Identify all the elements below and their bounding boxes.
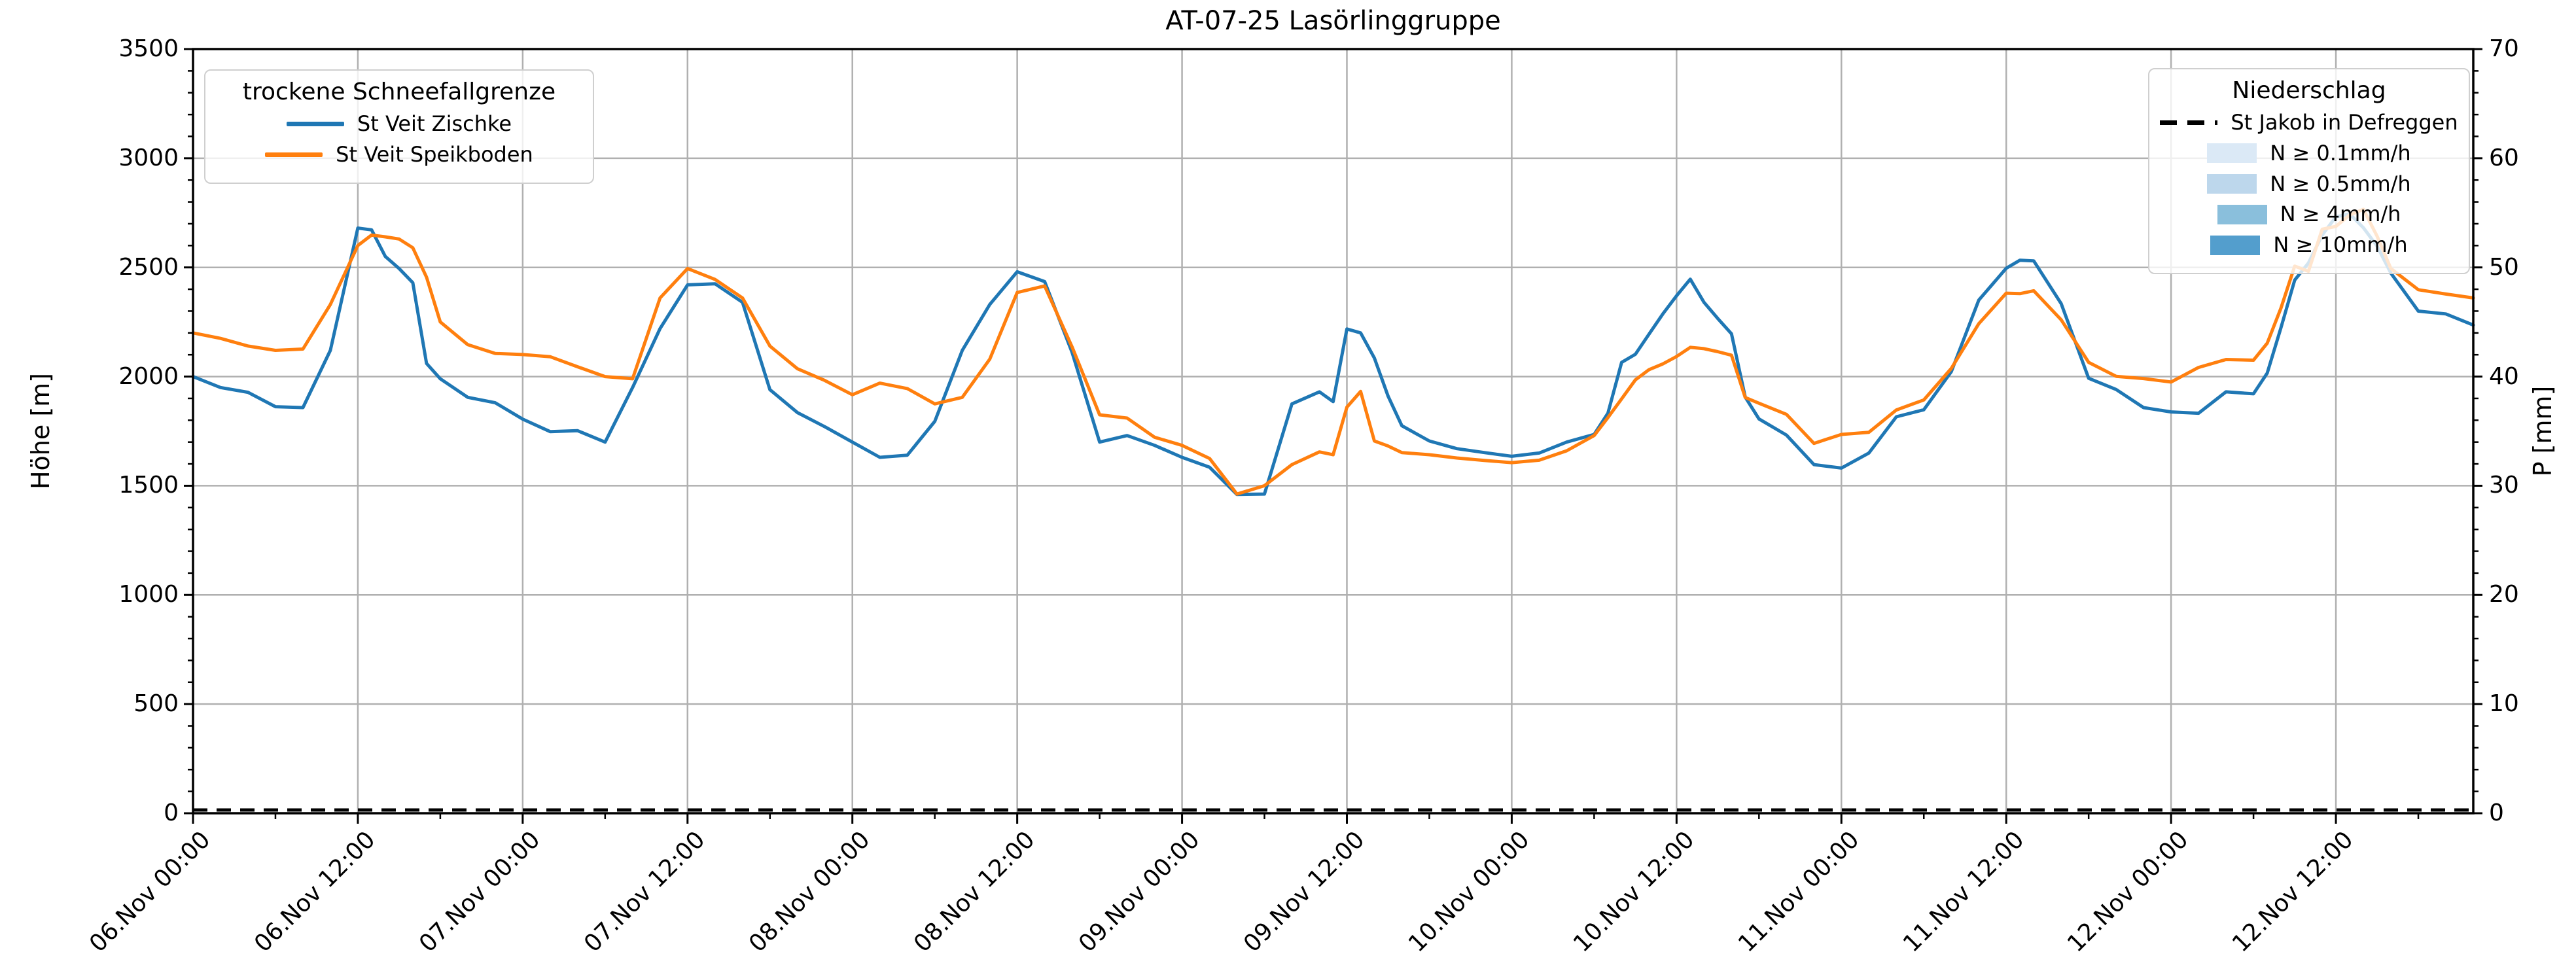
legend-dashed-line-swatch-icon bbox=[2160, 120, 2218, 125]
legend-line-swatch-icon bbox=[265, 152, 323, 157]
y-tick-label-right: 30 bbox=[2489, 472, 2519, 499]
y-tick-label-right: 10 bbox=[2489, 690, 2519, 718]
legend-snowfall-line-item: St Veit Zischke bbox=[217, 112, 581, 136]
legend-precipitation-item-label: N ≥ 10mm/h bbox=[2273, 232, 2408, 258]
y-tick-label-left: 1500 bbox=[118, 472, 179, 499]
legend-snowfall-line: trockene Schneefallgrenze St Veit Zischk… bbox=[204, 69, 594, 184]
y-tick-label-left: 500 bbox=[133, 690, 179, 718]
y-tick-label-right: 20 bbox=[2489, 581, 2519, 608]
legend-precipitation-item: N ≥ 0.5mm/h bbox=[2161, 171, 2457, 196]
y-tick-label-left: 1000 bbox=[118, 581, 179, 608]
legend-snowfall-line-items: St Veit Zischke St Veit Speikboden bbox=[217, 112, 581, 167]
y-tick-label-right: 60 bbox=[2489, 144, 2519, 171]
legend-precipitation-item: St Jakob in Defreggen bbox=[2160, 110, 2458, 135]
legend-precipitation-item: N ≥ 10mm/h bbox=[2161, 233, 2457, 257]
legend-precipitation-items: St Jakob in Defreggen N ≥ 0.1mm/h N ≥ 0.5m… bbox=[2160, 110, 2458, 257]
legend-snowfall-line-title: trockene Schneefallgrenze bbox=[242, 79, 556, 105]
y-tick-label-left: 2500 bbox=[118, 253, 179, 281]
legend-precipitation-title: Niederschlag bbox=[2232, 77, 2386, 104]
legend-snowfall-line-item: St Veit Speikboden bbox=[217, 141, 581, 167]
legend-patch-swatch-icon bbox=[2210, 235, 2261, 255]
plot-spines bbox=[192, 48, 2475, 815]
legend-precipitation-item-label: N ≥ 0.5mm/h bbox=[2270, 171, 2411, 196]
legend-precipitation-item: N ≥ 0.1mm/h bbox=[2161, 141, 2457, 166]
y-tick-label-right: 70 bbox=[2489, 35, 2519, 62]
series-line-st-veit-speikboden bbox=[191, 207, 2475, 496]
y-tick-label-left: 0 bbox=[164, 800, 179, 826]
y-tick-label-left: 2000 bbox=[118, 362, 179, 390]
y-axis-label-left: Höhe [m] bbox=[26, 372, 55, 490]
y-tick-label-right: 50 bbox=[2489, 253, 2519, 281]
legend-precipitation: Niederschlag St Jakob in Defreggen N ≥ 0.… bbox=[2148, 68, 2470, 274]
y-tick-label-right: 0 bbox=[2489, 800, 2504, 826]
y-tick-label-left: 3500 bbox=[118, 35, 179, 62]
legend-line-swatch-icon bbox=[286, 121, 344, 126]
legend-patch-swatch-icon bbox=[2217, 204, 2267, 224]
y-tick-label-left: 3000 bbox=[118, 144, 179, 171]
legend-precipitation-item-label: N ≥ 0.1mm/h bbox=[2270, 140, 2411, 166]
y-tick-label-right: 40 bbox=[2489, 362, 2519, 390]
legend-patch-swatch-icon bbox=[2207, 173, 2257, 194]
legend-precipitation-item: N ≥ 4mm/h bbox=[2161, 202, 2457, 226]
chart-title: AT-07-25 Lasörlinggruppe bbox=[1165, 6, 1501, 36]
legend-precipitation-item-label: N ≥ 4mm/h bbox=[2280, 202, 2401, 227]
series-line-st-veit-zischke bbox=[191, 212, 2475, 497]
legend-snowfall-line-item-label: St Veit Zischke bbox=[357, 111, 512, 136]
y-axis-label-right: P [mm] bbox=[2528, 385, 2557, 477]
legend-snowfall-line-item-label: St Veit Speikboden bbox=[336, 141, 533, 167]
legend-precipitation-item-label: St Jakob in Defreggen bbox=[2231, 110, 2458, 135]
legend-patch-swatch-icon bbox=[2207, 143, 2257, 164]
